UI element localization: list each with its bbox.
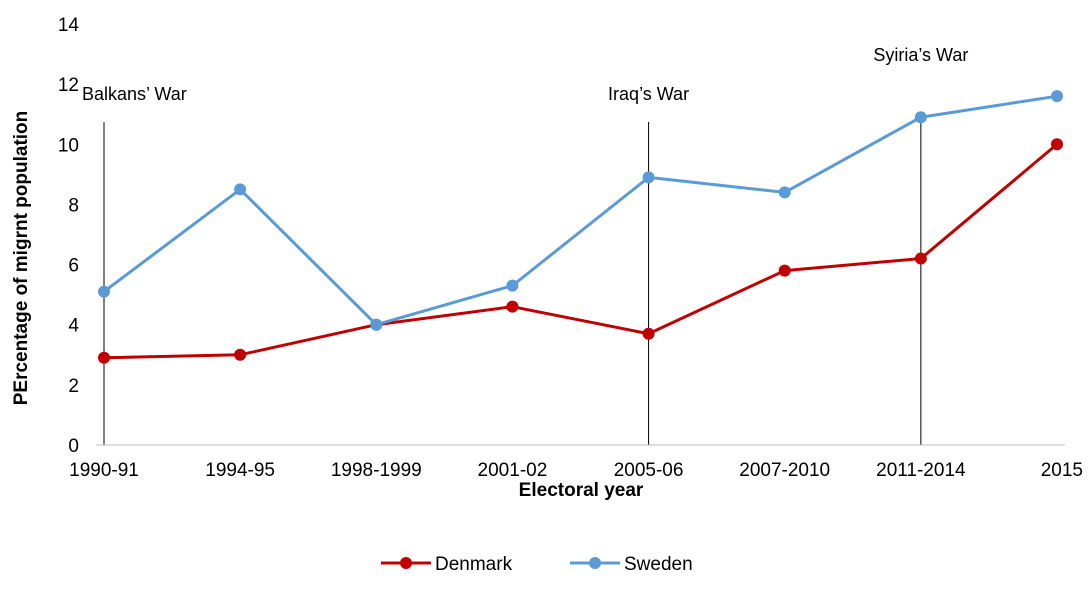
data-point	[506, 279, 519, 292]
annotation-label: Syiria’s War	[873, 45, 968, 65]
y-tick-label: 0	[68, 436, 79, 457]
annotation-labels: Balkans’ War Iraq’s War Syiria’s War	[82, 45, 968, 104]
x-tick-label: 2015	[1041, 460, 1083, 481]
data-point	[98, 285, 110, 298]
x-tick-label: 1990-91	[69, 460, 139, 481]
y-tick-label: 4	[68, 316, 79, 337]
y-tick-label: 6	[68, 256, 79, 277]
data-point	[914, 252, 927, 265]
data-point	[778, 186, 791, 199]
x-axis-title: Electoral year	[519, 480, 644, 501]
legend-item-denmark: Denmark	[381, 554, 513, 575]
data-point	[370, 318, 383, 331]
data-point	[1051, 90, 1063, 103]
data-point	[234, 348, 247, 361]
y-tick-label: 10	[58, 135, 79, 156]
data-point	[1051, 138, 1063, 151]
y-tick-label: 2	[68, 376, 79, 397]
legend-swatch-marker	[400, 557, 412, 569]
data-point	[506, 300, 519, 313]
data-point	[642, 327, 655, 340]
data-point	[914, 111, 927, 124]
series-sweden	[98, 90, 1063, 331]
series-denmark	[98, 138, 1063, 364]
x-tick-label: 2011-2014	[876, 460, 966, 481]
x-tick-label: 1998-1999	[331, 460, 422, 481]
legend-item-sweden: Sweden	[570, 554, 693, 575]
x-tick-label: 2005-06	[614, 460, 684, 481]
x-tick-label: 2001-02	[478, 460, 548, 481]
y-axis-ticks: 0 2 4 6 8 10 12 14	[58, 15, 80, 457]
legend-label: Denmark	[435, 554, 513, 575]
annotation-label: Balkans’ War	[82, 84, 187, 104]
data-point	[98, 351, 110, 364]
x-tick-label: 1994-95	[205, 460, 275, 481]
y-tick-label: 12	[58, 75, 79, 96]
legend: Denmark Sweden	[381, 554, 693, 575]
series-line	[103, 143, 1058, 360]
data-point	[778, 264, 791, 277]
y-tick-label: 14	[58, 15, 80, 36]
data-point	[642, 171, 655, 184]
series-layer	[98, 90, 1063, 364]
legend-label: Sweden	[624, 554, 693, 575]
data-point	[234, 183, 247, 196]
x-axis-ticks: 1990-91 1994-95 1998-1999 2001-02 2005-06 200…	[69, 460, 1083, 481]
annotation-label: Iraq’s War	[608, 84, 689, 104]
y-tick-label: 8	[68, 195, 79, 216]
y-axis-title: PErcentage of migrnt population	[11, 111, 32, 406]
legend-swatch-marker	[589, 557, 601, 569]
series-line	[103, 94, 1058, 327]
x-tick-label: 2007-2010	[739, 460, 830, 481]
